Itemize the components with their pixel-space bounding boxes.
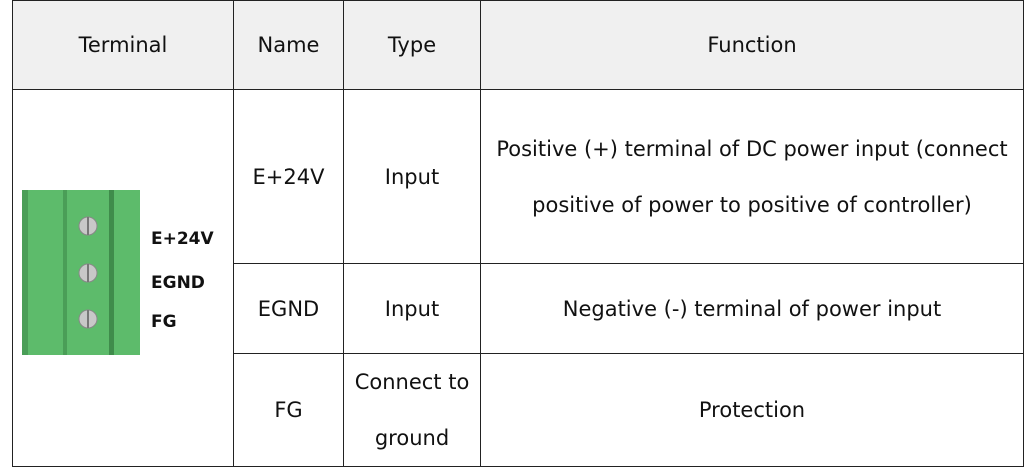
stripe	[109, 189, 114, 355]
cell: FG	[233, 353, 344, 467]
terminal-image-cell: E+24V EGND FG	[12, 89, 234, 467]
cell: E+24V	[233, 89, 344, 264]
header-row: Terminal Name Type Function	[12, 0, 1024, 90]
terminal-image: E+24V EGND FG	[13, 101, 234, 456]
cell: Connect to ground	[343, 353, 481, 467]
stripe	[22, 189, 28, 355]
header-cell: Type	[343, 0, 481, 90]
row: EGND Input Negative (-) terminal of powe…	[13, 263, 1024, 354]
header-cell: Function	[480, 0, 1024, 90]
terminal-label: FG	[151, 311, 177, 332]
terminal-graphic	[22, 189, 140, 355]
cell: Positive (+) terminal of DC power input …	[480, 89, 1024, 264]
cell: Input	[343, 89, 481, 264]
header-cell: Terminal	[12, 0, 234, 90]
cell: Input	[343, 263, 481, 354]
stripe	[63, 189, 67, 355]
cell: Protection	[480, 353, 1024, 467]
cell: Negative (-) terminal of power input	[480, 263, 1024, 354]
terminal-label: EGND	[151, 272, 205, 293]
terminal-label: E+24V	[151, 228, 214, 249]
terminal-table: Terminal Name Type Function E+24V EGND F…	[12, 0, 1024, 467]
cell: EGND	[233, 263, 344, 354]
page: Terminal Name Type Function E+24V EGND F…	[12, 0, 1024, 467]
row: E+24V EGND FG E+24V Input Positive (+) t…	[12, 89, 1024, 467]
header-cell: Name	[233, 0, 344, 90]
